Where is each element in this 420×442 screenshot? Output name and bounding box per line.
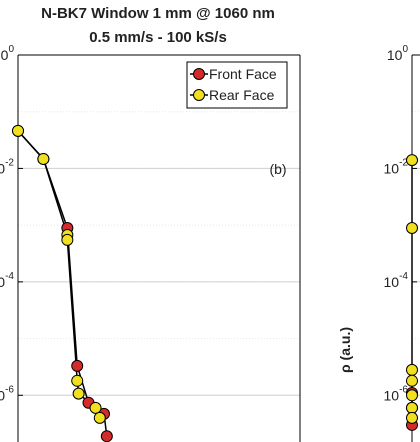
marker (406, 154, 418, 167)
marker (406, 401, 418, 414)
y-tick-label: 10-6 (384, 384, 409, 403)
y-tick-base: 10 (384, 387, 400, 403)
marker (406, 363, 418, 376)
y-tick-base: 10 (0, 160, 5, 176)
y-axis-label: ρ (a.u.) (337, 327, 353, 373)
y-tick-exponent: -2 (399, 157, 408, 168)
marker (71, 374, 84, 387)
y-tick-label: 10-2 (384, 157, 409, 176)
legend-label: Front Face (209, 66, 277, 82)
y-tick-exponent: 0 (402, 44, 408, 55)
y-tick-base: 10 (0, 387, 5, 403)
chart-subtitle: 0.5 mm/s - 100 kS/s (89, 29, 227, 46)
marker (406, 389, 418, 402)
y-tick-label: 100 (387, 44, 409, 63)
legend-box (186, 61, 288, 109)
y-tick-exponent: -2 (5, 157, 14, 168)
y-tick-label: 10-4 (0, 271, 14, 290)
y-tick-base: 10 (0, 274, 5, 290)
marker (93, 411, 106, 424)
marker (406, 374, 418, 387)
y-tick-label: 10-2 (0, 157, 14, 176)
y-tick-base: 10 (387, 47, 403, 63)
marker (61, 233, 74, 246)
y-tick-label: 100 (0, 44, 14, 63)
y-tick-base: 10 (384, 160, 400, 176)
y-tick-label: 10-4 (384, 271, 409, 290)
y-tick-exponent: 0 (8, 44, 14, 55)
series-line (17, 130, 108, 437)
legend-marker (193, 89, 205, 101)
y-tick-exponent: -4 (399, 271, 408, 282)
marker (37, 152, 50, 165)
marker (72, 387, 85, 400)
marker (12, 124, 24, 137)
y-tick-exponent: -4 (5, 271, 14, 282)
y-tick-exponent: -6 (399, 384, 408, 395)
marker (100, 430, 113, 442)
annotation: (b) (269, 161, 286, 177)
marker (71, 359, 84, 372)
y-tick-base: 10 (0, 47, 9, 63)
y-tick-exponent: -6 (5, 384, 14, 395)
y-tick-base: 10 (384, 274, 400, 290)
marker (406, 222, 418, 235)
marker (89, 401, 102, 414)
legend-marker (193, 68, 205, 80)
legend-label: Rear Face (209, 87, 275, 103)
marker (406, 411, 418, 424)
y-tick-label: 10-6 (0, 384, 14, 403)
series-line (17, 130, 101, 419)
chart-title: N-BK7 Window 1 mm @ 1060 nm (41, 5, 275, 22)
